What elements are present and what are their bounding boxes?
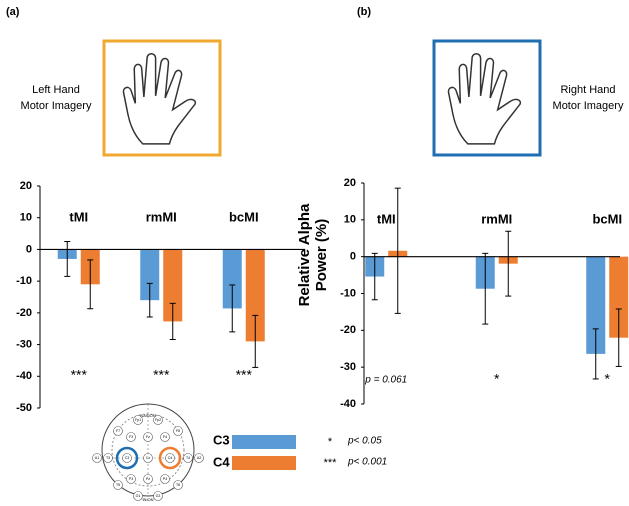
electrode-label: T4 (186, 456, 190, 460)
y-tick-label: -10 (16, 275, 32, 287)
figure: (a) (b) Left Hand Motor Imagery Right Ha… (0, 0, 629, 506)
panel-label: (a) (6, 6, 20, 18)
landmark: NASION (140, 413, 155, 418)
electrode-label: Cz (146, 456, 151, 460)
caption: Motor Imagery (21, 100, 92, 112)
annotation: *** (153, 367, 170, 383)
electrode-label: F8 (176, 429, 180, 433)
category-label: tMI (69, 209, 88, 224)
electrode-label: C4 (168, 456, 173, 460)
image-frame (104, 41, 220, 155)
y-tick-label: -30 (16, 338, 32, 350)
legend-label: C3 (213, 432, 230, 447)
category-label: bcMI (592, 211, 622, 226)
page: (a) (b) Left Hand Motor Imagery Right Ha… (0, 0, 629, 506)
y-tick-label: -40 (340, 398, 356, 410)
y-axis-label: Power (%) (313, 219, 330, 292)
y-axis-label: Relative Alpha (296, 203, 313, 306)
y-tick-label: 0 (26, 243, 32, 255)
electrode-label: O1 (136, 494, 141, 498)
sig-text: p< 0.05 (347, 436, 382, 447)
hand-image (448, 54, 520, 144)
electrode-label: O2 (156, 494, 161, 498)
annotation: * (494, 371, 500, 387)
electrode-label: Fp1 (135, 418, 141, 422)
electrode-label: F7 (116, 429, 120, 433)
legend-swatch (232, 456, 296, 470)
y-tick-label: 0 (350, 251, 356, 263)
y-tick-label: 20 (344, 177, 356, 189)
electrode-label: Fz (146, 435, 150, 439)
caption: Right Hand (560, 84, 615, 96)
legend-swatch (232, 435, 296, 449)
annotation: p = 0.061 (364, 375, 407, 386)
y-tick-label: -20 (16, 307, 32, 319)
sig-symbol: * (328, 436, 333, 448)
electrode-label: F4 (163, 435, 167, 439)
hand-image (123, 54, 195, 144)
electrode-label: A1 (95, 456, 99, 460)
category-label: bcMI (229, 209, 259, 224)
electrode-label: T6 (176, 483, 180, 487)
annotation: * (605, 371, 611, 387)
annotation: *** (236, 367, 253, 383)
electrode-label: P4 (163, 477, 167, 481)
y-tick-label: 10 (344, 214, 356, 226)
category-label: rmMI (146, 209, 177, 224)
electrode-label: C3 (125, 456, 130, 460)
electrode-label: T5 (116, 483, 120, 487)
y-tick-label: -10 (340, 287, 356, 299)
electrode-label: P3 (129, 477, 133, 481)
panel-label: (b) (357, 6, 371, 18)
legend-label: C4 (213, 454, 230, 469)
sig-text: p< 0.001 (347, 457, 387, 468)
electrode-label: A2 (197, 456, 201, 460)
electrode-label: Fp2 (155, 418, 161, 422)
y-tick-label: -40 (16, 370, 32, 382)
sig-symbol: *** (324, 457, 338, 469)
y-tick-label: 10 (20, 212, 32, 224)
y-tick-label: -20 (340, 324, 356, 336)
annotation: *** (71, 367, 88, 383)
electrode-label: T3 (106, 456, 110, 460)
y-tick-label: 20 (20, 180, 32, 192)
electrode-label: F3 (129, 435, 133, 439)
category-label: tMI (377, 211, 396, 226)
y-tick-label: -30 (340, 361, 356, 373)
electrode-label: Pz (146, 477, 150, 481)
category-label: rmMI (481, 211, 512, 226)
caption: Motor Imagery (553, 100, 624, 112)
caption: Left Hand (32, 84, 80, 96)
y-tick-label: -50 (16, 402, 32, 414)
landmark: INION (142, 497, 153, 502)
head-diagram: NASION INION Fp1 Fp2 F7 F3 Fz F4 F8 A1 T3 C3 Cz C4 T… (93, 404, 204, 502)
